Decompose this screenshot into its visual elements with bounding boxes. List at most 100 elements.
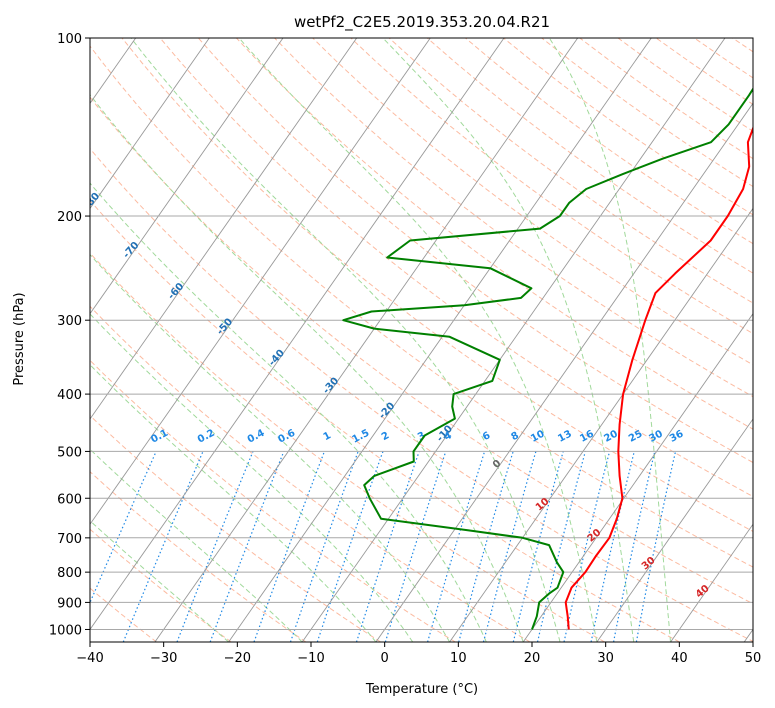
mixing-ratio-label: 0.2: [196, 428, 217, 446]
dry-adiabat: [90, 45, 753, 568]
dry-adiabat: [90, 359, 456, 642]
isotherm: [743, 628, 753, 642]
x-tick-label: 30: [597, 651, 614, 666]
dry-adiabat: [771, 38, 775, 642]
dry-adiabat: [90, 252, 605, 642]
isotherm: [228, 38, 652, 642]
isotherm: [90, 38, 210, 210]
moist-adiabat: [90, 313, 414, 642]
y-tick-label: 500: [57, 445, 82, 460]
dry-adiabat: [197, 38, 753, 464]
isotherm: [522, 312, 753, 642]
isotherm: [90, 38, 284, 315]
moist-adiabat: [90, 520, 229, 642]
y-tick-label: 800: [57, 566, 82, 581]
dry-adiabat: [90, 587, 157, 642]
mixing-ratio-label: 30: [647, 429, 664, 445]
mixing-ratio-line: [209, 451, 285, 642]
dry-adiabat: [274, 38, 753, 398]
dry-adiabat: [90, 305, 531, 642]
moist-adiabat: [238, 38, 598, 642]
dry-adiabat: [732, 38, 753, 53]
x-tick-label: 10: [450, 651, 467, 666]
mixing-ratio-line: [253, 451, 325, 642]
dry-adiabat: [90, 471, 307, 642]
x-tick-label: −30: [150, 651, 177, 666]
x-tick-label: 40: [671, 651, 688, 666]
y-tick-label: 100: [57, 32, 82, 47]
x-axis-label: Temperature (°C): [365, 682, 478, 697]
dry-adiabat-label: -20: [377, 401, 397, 422]
mixing-ratio-line: [176, 451, 254, 642]
dry-adiabat-label: -30: [321, 376, 341, 397]
dry-adiabat: [617, 38, 753, 132]
mixing-ratio-label: 20: [602, 429, 619, 445]
y-tick-label: 200: [57, 210, 82, 225]
dry-adiabat: [90, 199, 680, 642]
mixing-ratio-label: 0.4: [246, 428, 267, 446]
isotherm: [90, 38, 505, 631]
dry-adiabat: [90, 147, 753, 642]
dry-adiabat: [388, 38, 753, 304]
y-tick-label: 700: [57, 532, 82, 547]
dry-adiabat: [90, 96, 753, 605]
plot-area: -100-90-80-70-60-50-40-30-20-10010203040…: [0, 38, 775, 642]
mixing-ratio-line: [90, 451, 157, 604]
isotherm: [0, 38, 62, 642]
mixing-ratio-line: [635, 451, 677, 642]
y-tick-label: 300: [57, 314, 82, 329]
mixing-ratio-line: [355, 451, 420, 642]
plot-frame: [89, 37, 754, 643]
dewpoint-profile: [342, 87, 753, 630]
y-tick-label: 900: [57, 596, 82, 611]
dry-adiabat: [159, 38, 753, 498]
moist-adiabat: [90, 448, 303, 642]
moist-adiabat: [90, 364, 377, 642]
dry-adiabat: [465, 38, 753, 245]
dry-adiabat-label: -100: [31, 48, 56, 74]
mixing-ratio-line: [563, 451, 611, 642]
isotherm: [301, 38, 726, 642]
isotherm: [154, 38, 579, 642]
moist-adiabat-label: 30: [640, 555, 658, 572]
moist-adiabat: [90, 182, 487, 642]
mixing-ratio-label: 25: [627, 429, 644, 445]
mixing-ratio-label: 0.1: [149, 428, 170, 446]
mixing-ratio-label: 1: [322, 430, 333, 443]
moist-adiabat: [90, 253, 451, 642]
mixing-ratio-label: 16: [578, 429, 595, 445]
dry-adiabat: [655, 38, 753, 106]
mixing-ratio-label: 8: [510, 430, 521, 443]
moist-adiabat: [548, 38, 672, 642]
moist-adiabat-label: 20: [586, 527, 604, 544]
x-axis: −40 −30 −20 −10 0 10 20 30 40 50: [76, 642, 761, 666]
plot-border: [89, 37, 754, 643]
isotherm: [670, 523, 753, 642]
x-tick-label: 0: [381, 651, 389, 666]
moist-adiabat: [382, 38, 635, 642]
isotherm: [449, 207, 753, 642]
y-axis: 1000 900 800 700 600 500 400 300 200 100: [49, 32, 90, 638]
mixing-ratio-line: [458, 451, 514, 642]
isotherm: [596, 418, 753, 642]
x-tick-label: 20: [524, 651, 541, 666]
moist-adiabat-label: 0: [491, 458, 503, 471]
mixing-ratio-label: 13: [556, 429, 573, 445]
isotherm: [375, 102, 753, 642]
x-tick-label: −20: [224, 651, 251, 666]
dry-adiabat: [541, 38, 753, 188]
mixing-ratio-line: [482, 451, 537, 642]
x-tick-label: −40: [76, 651, 103, 666]
dry-adiabat-label: -90: [51, 130, 71, 151]
y-tick-label: 600: [57, 492, 82, 507]
isotherm: [90, 38, 431, 526]
dry-adiabat: [312, 38, 753, 366]
moist-adiabat: [130, 38, 561, 642]
dry-adiabat-label: -50: [215, 317, 235, 338]
mixing-ratio-label: 4: [442, 430, 453, 443]
isotherm: [90, 38, 358, 420]
mixing-ratio-line: [316, 451, 384, 642]
mixing-ratio-label: 3: [416, 430, 427, 443]
